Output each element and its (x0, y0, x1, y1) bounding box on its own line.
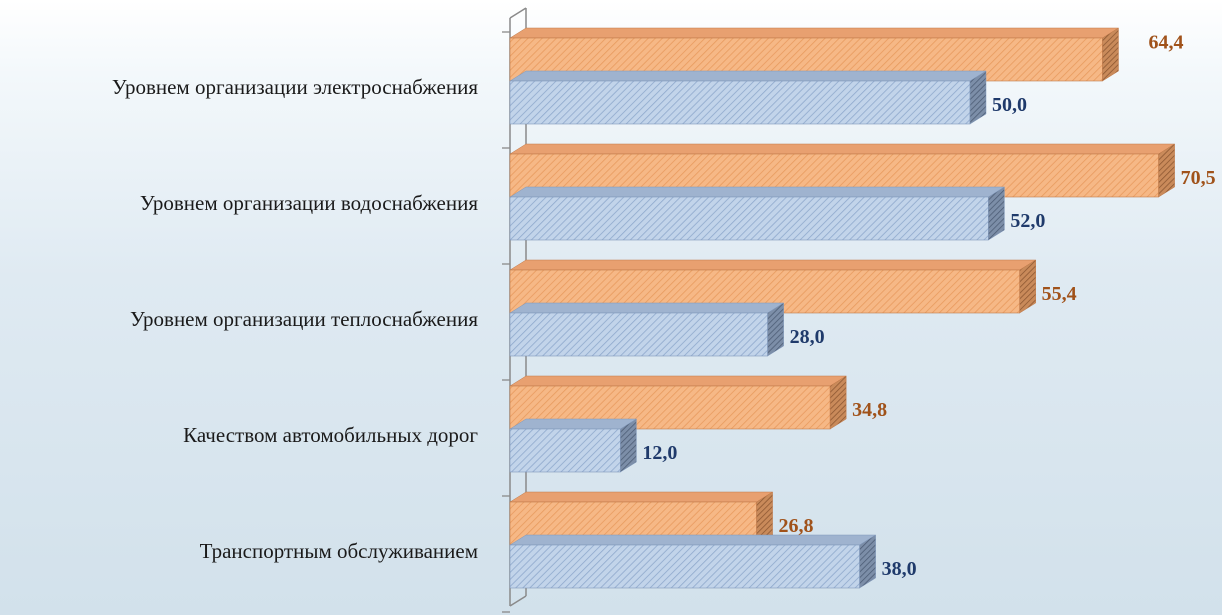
bar-blue (509, 302, 785, 357)
bar-top-face (509, 186, 1006, 198)
bar-top-face (509, 302, 785, 314)
value-label: 55,4 (1042, 283, 1077, 305)
bar-front-face (509, 312, 768, 357)
category-label: Уровнем организации теплоснабжения (130, 307, 478, 331)
bar-top-face (509, 143, 1176, 155)
value-label: 38,0 (882, 558, 917, 580)
bar-side-face (1158, 143, 1175, 198)
bar-side-face (1019, 259, 1036, 314)
bar-top-face (509, 259, 1037, 271)
bar-top-face (509, 27, 1120, 39)
bar-side-face (620, 418, 637, 473)
bar-blue (509, 186, 1006, 241)
axis-bottom-connector (509, 595, 527, 607)
bar-side-face (969, 70, 987, 125)
value-label: 70,5 (1181, 167, 1216, 189)
category-label: Уровнем организации водоснабжения (140, 191, 478, 215)
bar-side-face (859, 534, 876, 589)
category-label: Транспортным обслуживанием (200, 539, 478, 563)
bar-side-face (1102, 27, 1119, 82)
value-label: 12,0 (642, 442, 677, 464)
bar-blue (509, 70, 987, 125)
value-label: 52,0 (1010, 210, 1045, 232)
bar-top-face (509, 70, 987, 82)
category-label: Уровнем организации электроснабжения (112, 75, 478, 99)
bars (509, 27, 1176, 589)
bar-front-face (509, 428, 621, 473)
value-label: 26,8 (779, 515, 814, 537)
labels: Уровнем организации электроснабжения 64,4… (112, 32, 1216, 581)
bar-front-face (509, 544, 860, 589)
bar-top-face (509, 491, 774, 503)
bar-side-face (767, 302, 784, 357)
bar-blue (509, 534, 877, 589)
category-label: Качеством автомобильных дорог (183, 423, 478, 447)
bar-top-face (509, 418, 638, 430)
value-label: 64,4 (1148, 32, 1183, 54)
bar-side-face (829, 375, 847, 430)
axis-top-connector (509, 7, 527, 19)
value-label: 28,0 (790, 326, 825, 348)
bar-top-face (509, 375, 848, 387)
bar-front-face (509, 196, 989, 241)
bar-top-face (509, 534, 877, 546)
value-label: 50,0 (992, 94, 1027, 116)
value-label: 34,8 (852, 399, 887, 421)
bar-blue (509, 418, 638, 473)
bar-front-face (509, 80, 971, 125)
bar-side-face (988, 186, 1005, 241)
